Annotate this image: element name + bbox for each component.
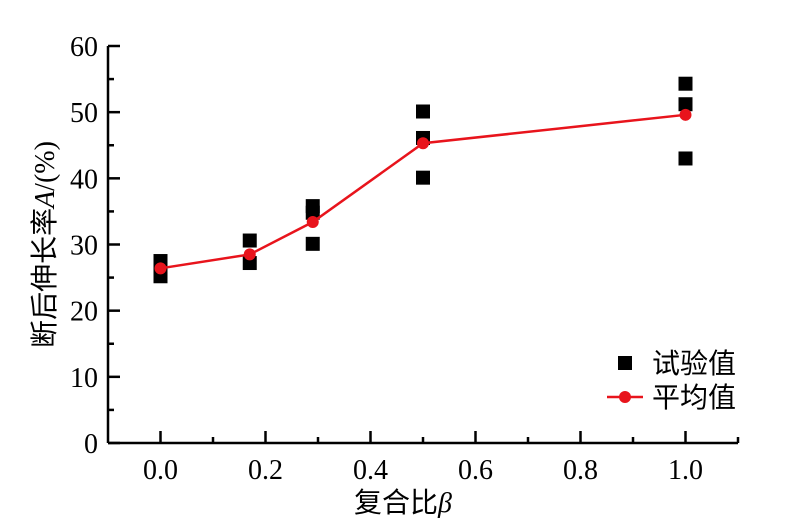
data-point-circle bbox=[154, 262, 167, 275]
legend-marker-trial bbox=[618, 356, 632, 370]
data-point-circle bbox=[417, 137, 429, 150]
data-point-square bbox=[305, 236, 320, 251]
x-tick-label: 0.8 bbox=[563, 455, 598, 486]
legend-marker-average bbox=[619, 391, 631, 403]
y-axis-title: 断后伸长率A/(%) bbox=[28, 141, 61, 348]
y-tick-label: 10 bbox=[70, 363, 98, 394]
data-point-square bbox=[678, 151, 693, 166]
y-tick-label: 60 bbox=[70, 32, 98, 63]
y-tick-label: 20 bbox=[70, 297, 98, 328]
data-point-square bbox=[242, 233, 257, 248]
data-point-square bbox=[678, 97, 693, 112]
x-tick-label: 0.0 bbox=[143, 455, 178, 486]
data-point-square bbox=[242, 256, 257, 271]
legend-label-average: 平均值 bbox=[652, 381, 736, 414]
axes bbox=[106, 44, 740, 445]
legend-label-trial: 试验值 bbox=[652, 347, 736, 380]
data-point-square bbox=[305, 199, 320, 214]
y-tick-label: 0 bbox=[84, 429, 98, 460]
data-point-square bbox=[416, 104, 430, 119]
y-tick-label: 40 bbox=[70, 164, 98, 195]
y-tick-label: 50 bbox=[70, 98, 98, 129]
data-point-circle bbox=[306, 216, 319, 229]
x-tick-label: 0.6 bbox=[458, 455, 493, 486]
axis-labels: 0 10 20 30 40 50 60 0.0 0.2 0.4 0.6 0.8 1.0 复合比β 断后伸长率… bbox=[28, 32, 703, 519]
data-point-square bbox=[678, 76, 693, 91]
x-tick-label: 0.4 bbox=[353, 455, 388, 486]
x-tick-label: 0.2 bbox=[248, 455, 283, 486]
data-point-square bbox=[416, 170, 430, 185]
x-axis-title: 复合比β bbox=[354, 486, 452, 519]
data-point-circle bbox=[679, 108, 692, 121]
plot-marks bbox=[153, 76, 693, 284]
data-point-circle bbox=[243, 248, 256, 261]
y-tick-label: 30 bbox=[70, 231, 98, 262]
x-tick-label: 1.0 bbox=[668, 455, 703, 486]
